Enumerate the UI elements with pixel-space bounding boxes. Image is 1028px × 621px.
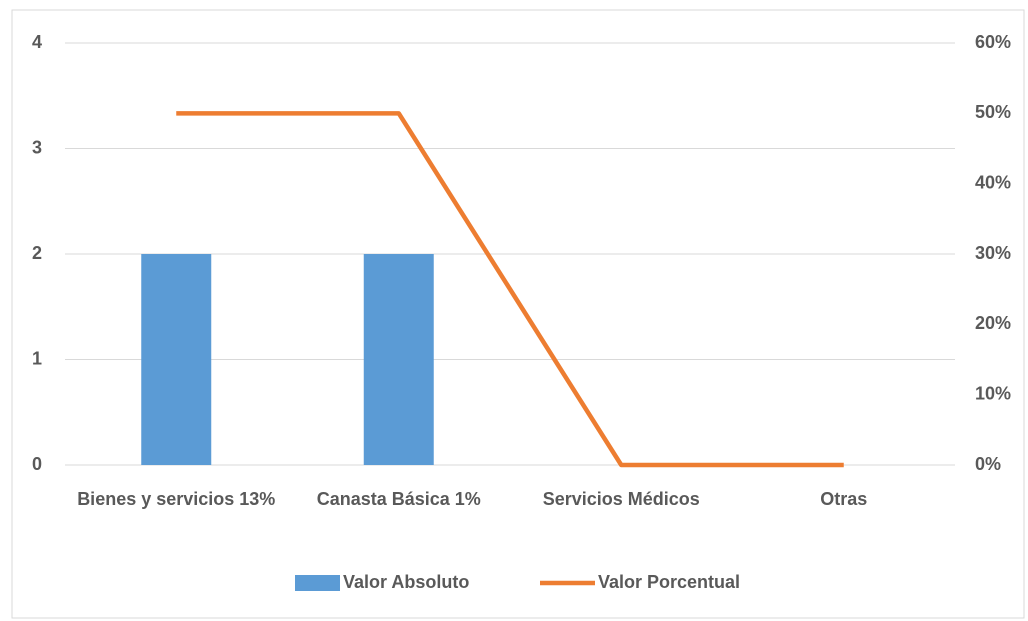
y2-tick-label: 0% (975, 454, 1001, 474)
y2-tick-label: 10% (975, 383, 1011, 403)
y-tick-label: 4 (32, 32, 42, 52)
y2-tick-label: 60% (975, 32, 1011, 52)
legend-swatch (295, 575, 340, 591)
y2-tick-label: 50% (975, 102, 1011, 122)
x-tick-label: Otras (820, 489, 868, 509)
y-tick-label: 0 (32, 454, 42, 474)
bar (363, 254, 434, 465)
y-tick-label: 2 (32, 243, 42, 263)
legend-label: Valor Porcentual (598, 572, 740, 592)
legend-label: Valor Absoluto (343, 572, 469, 592)
y2-tick-label: 20% (975, 313, 1011, 333)
x-tick-label: Canasta Básica 1% (316, 489, 481, 509)
y-tick-label: 1 (32, 348, 42, 368)
y2-tick-label: 30% (975, 243, 1011, 263)
bar (141, 254, 212, 465)
x-tick-label: Servicios Médicos (542, 489, 700, 509)
x-tick-label: Bienes y servicios 13% (77, 489, 276, 509)
y2-tick-label: 40% (975, 172, 1011, 192)
y-tick-label: 3 (32, 137, 42, 157)
line (176, 111, 844, 468)
